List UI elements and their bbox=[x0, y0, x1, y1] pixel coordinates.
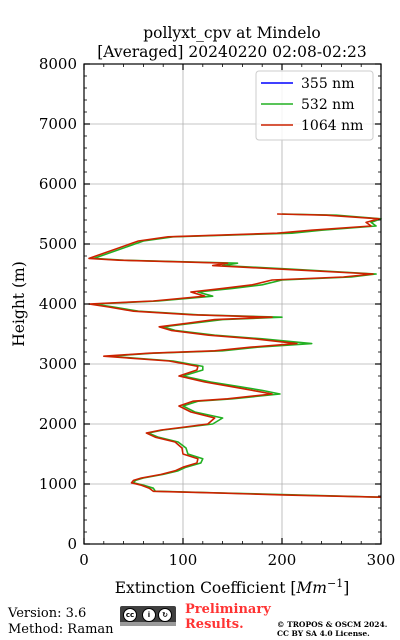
chart-title: pollyxt_cpv at Mindelo bbox=[143, 24, 321, 42]
cc-icon: cc bbox=[123, 608, 137, 622]
x-tick-label: 300 bbox=[367, 551, 396, 569]
y-tick-label: 5000 bbox=[39, 235, 77, 253]
preliminary-line-1: Preliminary bbox=[185, 602, 271, 617]
copyright-line-1: © TROPOS & OSCM 2024. bbox=[277, 620, 388, 629]
series-line-532-nm bbox=[93, 213, 382, 498]
attribution-icon: i bbox=[142, 608, 156, 622]
y-tick-label: 1000 bbox=[39, 475, 77, 493]
chart-subtitle: [Averaged] 20240220 02:08-02:23 bbox=[97, 43, 367, 61]
legend: 355 nm 532 nm 1064 nm bbox=[255, 70, 374, 141]
y-tick-label: 3000 bbox=[39, 355, 77, 373]
legend-box bbox=[255, 70, 374, 141]
cc-badge-strip bbox=[120, 622, 176, 626]
y-tick-label: 7000 bbox=[39, 115, 77, 133]
y-axis-label: Height (m) bbox=[10, 261, 28, 347]
y-tick-label: 8000 bbox=[39, 55, 77, 73]
series-lines bbox=[88, 213, 382, 498]
legend-label-355: 355 nm bbox=[301, 76, 354, 92]
extinction-profile-chart: pollyxt_cpv at Mindelo [Averaged] 202402… bbox=[10, 24, 396, 597]
x-tick-label: 100 bbox=[169, 551, 198, 569]
x-tick-label: 200 bbox=[268, 551, 297, 569]
y-tick-label: 6000 bbox=[39, 175, 77, 193]
preliminary-line-2: Results. bbox=[185, 617, 244, 632]
version-label: Version: 3.6 bbox=[8, 606, 87, 621]
x-tick-label: 0 bbox=[79, 551, 89, 569]
axis-tick-labels: 0 100 200 300010002000300040005000600070008… bbox=[39, 55, 396, 569]
y-tick-label: 0 bbox=[67, 535, 77, 553]
x-axis-label: Extinction Coefficient [Mm−1] bbox=[115, 577, 350, 597]
y-tick-label: 4000 bbox=[39, 295, 77, 313]
cc-license-badge: cc i ↻ bbox=[120, 606, 176, 626]
copyright-line-2: CC BY SA 4.0 License. bbox=[277, 629, 370, 638]
y-tick-label: 2000 bbox=[39, 415, 77, 433]
series-line-1064-nm bbox=[88, 213, 382, 498]
legend-label-532: 532 nm bbox=[301, 97, 354, 113]
method-label: Method: Raman bbox=[8, 622, 114, 637]
axis-ticks bbox=[83, 63, 382, 545]
legend-label-1064: 1064 nm bbox=[301, 118, 363, 134]
share-alike-icon: ↻ bbox=[158, 608, 172, 622]
